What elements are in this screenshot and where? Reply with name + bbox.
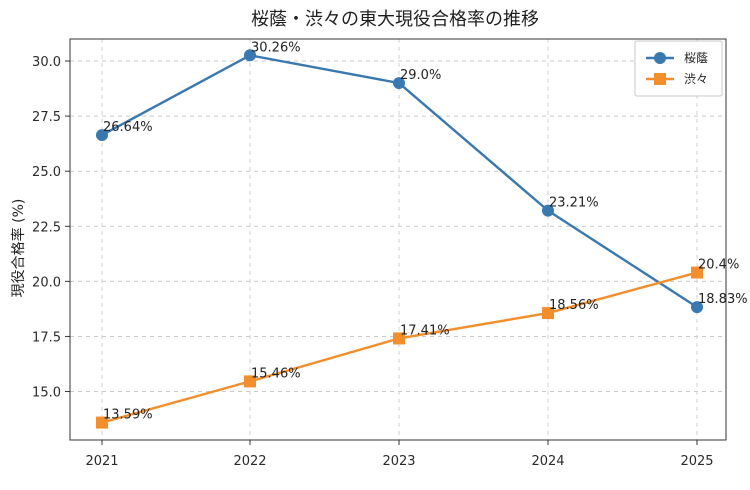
data-label-layer: 26.64% 30.26% 29.0% 23.21% 18.83% 13.59% 15.46… <box>103 40 748 422</box>
legend-marker-shibushibu <box>654 73 666 85</box>
data-point-shibushibu <box>96 416 108 429</box>
data-point-shibushibu <box>244 375 256 388</box>
data-point-shibushibu <box>691 266 703 279</box>
data-label-oin: 23.21% <box>549 196 599 211</box>
y-tick-label: 17.5 <box>32 330 61 345</box>
data-label-oin: 26.64% <box>103 120 153 135</box>
legend-frame <box>634 40 723 97</box>
data-point-oin <box>691 301 703 314</box>
data-label-shibushibu: 17.41% <box>400 323 450 338</box>
chart-legend: 桜蔭 渋々 <box>634 40 723 97</box>
data-label-oin: 30.26% <box>251 40 301 55</box>
grid-lines <box>70 39 726 440</box>
x-tick-label: 2021 <box>85 454 118 469</box>
legend-label-shibushibu: 渋々 <box>684 72 708 86</box>
x-tick-label: 2023 <box>382 454 415 469</box>
plot-frame <box>69 38 727 441</box>
y-tick-label: 15.0 <box>32 386 61 401</box>
data-label-oin: 18.83% <box>698 292 748 307</box>
data-label-shibushibu: 13.59% <box>103 408 153 423</box>
data-label-oin: 29.0% <box>400 68 441 83</box>
x-tick-label: 2025 <box>680 454 713 469</box>
x-axis-ticks: 2021 2022 2023 2024 2025 <box>85 440 714 469</box>
data-label-shibushibu: 18.56% <box>549 298 599 313</box>
series-layer <box>96 49 703 429</box>
y-tick-label: 20.0 <box>32 275 61 290</box>
data-point-shibushibu <box>542 307 554 320</box>
data-label-shibushibu: 15.46% <box>251 366 301 381</box>
data-point-oin <box>542 204 554 217</box>
y-axis-label: 現役合格率 (%) <box>10 199 27 298</box>
data-point-oin <box>96 129 108 142</box>
legend-label-oin: 桜蔭 <box>684 51 708 65</box>
y-axis-ticks: 15.0 17.5 20.0 22.5 25.0 27.5 30.0 <box>32 55 70 401</box>
y-tick-label: 25.0 <box>32 165 61 180</box>
data-point-oin <box>244 49 256 62</box>
chart-title: 桜蔭・渋々の東大現役合格率の推移 <box>251 9 539 30</box>
data-point-oin <box>393 77 405 90</box>
data-label-shibushibu: 20.4% <box>698 258 739 273</box>
series-line-oin <box>100 54 699 309</box>
legend-marker-oin <box>654 52 666 64</box>
data-point-shibushibu <box>393 332 405 345</box>
y-tick-label: 30.0 <box>32 55 61 70</box>
x-tick-label: 2024 <box>531 454 564 469</box>
y-tick-label: 27.5 <box>32 110 61 125</box>
y-tick-label: 22.5 <box>32 220 61 235</box>
x-tick-label: 2022 <box>233 454 266 469</box>
